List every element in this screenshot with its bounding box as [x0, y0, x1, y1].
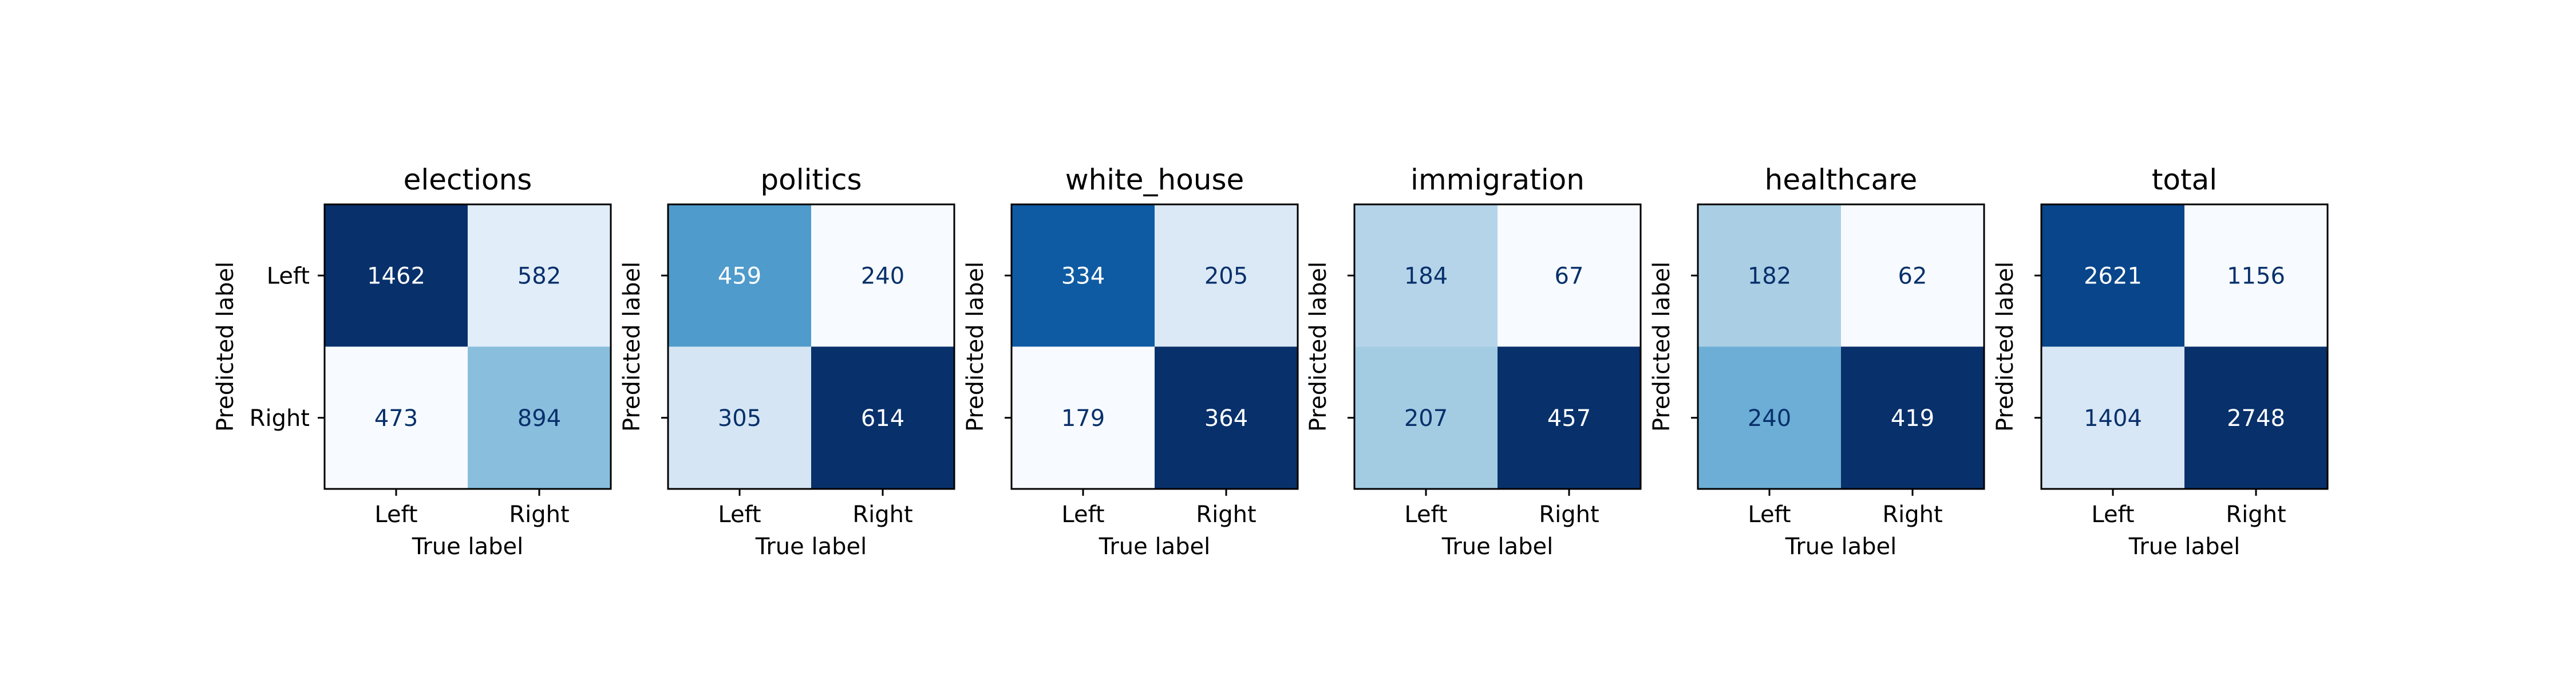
x-axis-label: True label: [1785, 534, 1897, 560]
heatmap-cell: [1698, 204, 1841, 347]
heatmap-cell: [1354, 346, 1498, 489]
axes-frame: [1010, 203, 1299, 490]
cell-value-label: 419: [1891, 405, 1934, 432]
heatmap-cell: [468, 346, 611, 489]
x-axis-label: True label: [1099, 534, 1210, 560]
confusion-matrix-panel: politics 459 240 305 614 Left Right True label P…: [619, 163, 955, 560]
x-axis-label: True label: [1441, 534, 1553, 560]
heatmap-cell: [2041, 346, 2184, 489]
heatmap-cell: [2184, 204, 2328, 347]
heatmap-cell: [668, 204, 811, 347]
y-axis-label: Predicted label: [962, 262, 989, 432]
y-axis-label: Predicted label: [619, 262, 645, 432]
cell-value-label: 2621: [2084, 263, 2142, 289]
cell-value-label: 205: [1204, 263, 1248, 289]
confusion-matrix-panel: immigration 184 67 207 457 Left Right True labe…: [1305, 163, 1642, 560]
cell-value-label: 1462: [367, 263, 425, 289]
cell-value-label: 334: [1061, 263, 1105, 289]
y-axis-label: Predicted label: [1305, 262, 1332, 432]
panel-title: healthcare: [1765, 163, 1918, 196]
heatmap-cell: [1354, 204, 1498, 347]
x-tick-label: Right: [1196, 502, 1256, 528]
cell-value-label: 582: [517, 263, 561, 289]
heatmap-cell: [1498, 204, 1641, 347]
panel-title: total: [2152, 163, 2217, 196]
heatmap-cell: [1155, 346, 1298, 489]
x-tick-label: Right: [1882, 502, 1942, 528]
y-tick-label: Right: [250, 405, 310, 432]
cell-value-label: 207: [1404, 405, 1448, 432]
heatmap-cell: [811, 204, 954, 347]
y-axis-label: Predicted label: [1992, 262, 2018, 432]
confusion-matrix-panel: healthcare 182 62 240 419 Left Right True label…: [1649, 163, 1985, 560]
y-axis-label: Predicted label: [1649, 262, 1675, 432]
x-tick-label: Left: [2091, 502, 2134, 528]
heatmap-cell: [1498, 346, 1641, 489]
heatmap-cell: [2184, 346, 2328, 489]
x-tick-label: Left: [1061, 502, 1104, 528]
heatmap-cell: [811, 346, 954, 489]
heatmap-cell: [1012, 346, 1155, 489]
heatmap-cell: [468, 204, 611, 347]
confusion-matrix-panel: elections 1462 582 473 894 Left Right Left Right…: [212, 163, 612, 560]
cell-value-label: 364: [1204, 405, 1248, 432]
axes-frame: [667, 203, 955, 490]
x-axis-label: True label: [755, 534, 867, 560]
axes-frame: [323, 203, 612, 490]
heatmap-cell: [1841, 346, 1984, 489]
x-tick-label: Left: [718, 502, 761, 528]
cell-value-label: 179: [1061, 405, 1105, 432]
cell-value-label: 614: [861, 405, 904, 432]
x-tick-label: Right: [2226, 502, 2286, 528]
cell-value-label: 62: [1898, 263, 1927, 289]
axes-frame: [2040, 203, 2329, 490]
y-axis-label: Predicted label: [212, 262, 239, 432]
axes-frame: [1353, 203, 1642, 490]
x-tick-label: Left: [1404, 502, 1447, 528]
x-tick-label: Right: [1539, 502, 1599, 528]
x-tick-label: Left: [1748, 502, 1791, 528]
cell-value-label: 473: [374, 405, 418, 432]
heatmap-cell: [668, 346, 811, 489]
cell-value-label: 1156: [2227, 263, 2285, 289]
cell-value-label: 305: [718, 405, 761, 432]
panel-title: elections: [404, 163, 532, 196]
cell-value-label: 457: [1547, 405, 1591, 432]
cell-value-label: 182: [1748, 263, 1791, 289]
cell-value-label: 1404: [2084, 405, 2142, 432]
cell-value-label: 184: [1404, 263, 1448, 289]
cell-value-label: 2748: [2227, 405, 2285, 432]
heatmap-cell: [1155, 204, 1298, 347]
cell-value-label: 67: [1555, 263, 1584, 289]
heatmap-cell: [2041, 204, 2184, 347]
x-axis-label: True label: [2128, 534, 2240, 560]
x-tick-label: Right: [509, 502, 569, 528]
cell-value-label: 240: [1748, 405, 1791, 432]
heatmap-cell: [325, 346, 468, 489]
y-tick-label: Left: [267, 263, 310, 289]
panel-title: white_house: [1065, 163, 1244, 196]
heatmap-cell: [325, 204, 468, 347]
x-tick-label: Left: [374, 502, 417, 528]
panel-title: immigration: [1411, 163, 1585, 196]
panel-title: politics: [760, 163, 862, 196]
cell-value-label: 240: [861, 263, 904, 289]
heatmap-cell: [1012, 204, 1155, 347]
cell-value-label: 459: [718, 263, 761, 289]
x-tick-label: Right: [852, 502, 912, 528]
x-axis-label: True label: [412, 534, 523, 560]
confusion-matrix-panel: total 2621 1156 1404 2748 Left Right True label…: [1992, 163, 2329, 560]
axes-frame: [1697, 203, 1985, 490]
heatmap-cell: [1698, 346, 1841, 489]
confusion-matrix-panel: white_house 334 205 179 364 Left Right True lab…: [962, 163, 1299, 560]
heatmap-cell: [1841, 204, 1984, 347]
cell-value-label: 894: [517, 405, 561, 432]
